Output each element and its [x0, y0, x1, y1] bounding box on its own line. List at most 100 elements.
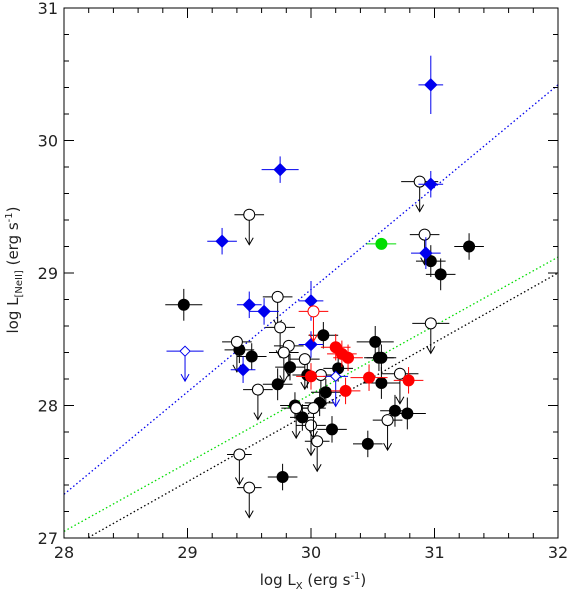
- marker-filled-diamond: [215, 234, 229, 248]
- marker-open-circle: [311, 435, 324, 448]
- marker-open-circle: [413, 175, 426, 188]
- data-point: [298, 305, 329, 343]
- marker-open-circle: [305, 419, 317, 432]
- marker-filled-circle: [375, 237, 388, 250]
- marker-open-circle: [424, 317, 437, 330]
- marker-filled-circle: [276, 471, 289, 484]
- data-point: [304, 435, 330, 473]
- marker-open-circle: [277, 346, 290, 359]
- upper-limit-arrowhead: [383, 442, 393, 452]
- upper-limit-arrowhead: [331, 399, 341, 408]
- marker-filled-diamond: [304, 294, 318, 308]
- marker-filled-circle: [177, 298, 190, 311]
- plot-frame: [63, 7, 559, 539]
- upper-limit-arrowhead: [180, 373, 190, 383]
- data-point: [333, 344, 363, 372]
- data-point: [227, 448, 252, 486]
- marker-filled-circle: [401, 407, 414, 420]
- data-point: [454, 233, 484, 260]
- upper-limit-arrowhead: [234, 477, 244, 486]
- data-point: [388, 397, 426, 430]
- data-point: [230, 356, 256, 383]
- marker-open-circle: [393, 367, 406, 380]
- marker-filled-circle: [305, 370, 317, 383]
- data-point: [236, 291, 262, 319]
- upper-limit-arrowhead: [244, 510, 254, 519]
- data-point: [166, 345, 204, 383]
- marker-open-circle: [274, 321, 287, 334]
- data-point: [234, 208, 265, 246]
- marker-open-circle: [233, 448, 246, 461]
- upper-limit-arrowhead: [426, 346, 436, 355]
- upper-limit-arrowhead: [395, 396, 405, 405]
- marker-filled-circle: [339, 384, 352, 397]
- marker-filled-diamond: [419, 246, 433, 260]
- marker-filled-circle: [296, 411, 309, 424]
- y-tick-label: 30: [38, 132, 58, 151]
- marker-filled-circle: [402, 374, 415, 387]
- data-point: [236, 481, 262, 519]
- marker-filled-circle: [271, 378, 284, 391]
- x-axis-label: log LX (erg s-1): [260, 571, 367, 591]
- upper-limit-arrowhead: [309, 334, 318, 343]
- data-point: [425, 258, 456, 291]
- data-point: [372, 414, 403, 452]
- data-point: [366, 237, 397, 250]
- marker-filled-diamond: [257, 304, 271, 319]
- y-tick-label: 28: [38, 397, 58, 416]
- x-tick-label: 31: [424, 543, 444, 562]
- data-point: [269, 346, 299, 384]
- data-point: [207, 227, 237, 255]
- data-point: [290, 353, 320, 391]
- marker-filled-circle: [317, 329, 330, 342]
- upper-limit-arrowhead: [306, 448, 316, 457]
- upper-limit-arrowhead: [244, 237, 254, 246]
- data-point: [366, 344, 397, 372]
- data-point: [411, 237, 441, 270]
- upper-limit-arrowhead: [279, 375, 289, 384]
- upper-limit-arrowhead: [284, 368, 294, 377]
- marker-open-circle: [418, 228, 431, 241]
- marker-filled-diamond: [424, 177, 438, 191]
- data-point: [261, 156, 299, 183]
- marker-filled-circle: [388, 404, 401, 417]
- marker-open-circle: [230, 335, 243, 348]
- data-point: [236, 343, 267, 370]
- marker-filled-circle: [319, 386, 332, 399]
- data-point: [267, 463, 298, 491]
- upper-limit-arrowhead: [253, 412, 263, 421]
- y-tick-label: 27: [38, 529, 58, 548]
- data-point: [350, 364, 388, 391]
- x-tick-label: 32: [548, 543, 568, 562]
- marker-filled-circle: [325, 423, 338, 436]
- data-point: [317, 416, 347, 443]
- marker-filled-circle: [361, 437, 374, 450]
- upper-limit-arrowhead: [309, 430, 318, 440]
- data-point: [306, 369, 336, 407]
- data-point: [262, 368, 293, 401]
- marker-open-circle: [314, 369, 327, 382]
- upper-limit-arrowhead: [415, 204, 425, 213]
- marker-open-circle: [243, 481, 256, 494]
- data-point: [418, 170, 444, 198]
- marker-filled-diamond: [236, 363, 250, 377]
- y-axis-label: log L[NeII] (erg s-1): [4, 206, 25, 333]
- marker-filled-diamond: [304, 337, 318, 352]
- data-point: [222, 335, 252, 373]
- marker-open-circle: [298, 353, 311, 366]
- data-point: [381, 367, 419, 405]
- marker-open-circle: [307, 402, 320, 415]
- upper-limit-arrowhead: [291, 430, 301, 440]
- data-point: [352, 430, 383, 458]
- data-point: [301, 402, 326, 440]
- marker-filled-diamond: [242, 298, 256, 312]
- marker-filled-circle: [463, 240, 476, 253]
- data-point: [165, 288, 203, 321]
- marker-filled-circle: [342, 351, 355, 364]
- y-tick-label: 29: [38, 264, 58, 283]
- data-point: [409, 228, 440, 266]
- marker-filled-circle: [375, 351, 388, 364]
- marker-open-circle: [290, 402, 303, 415]
